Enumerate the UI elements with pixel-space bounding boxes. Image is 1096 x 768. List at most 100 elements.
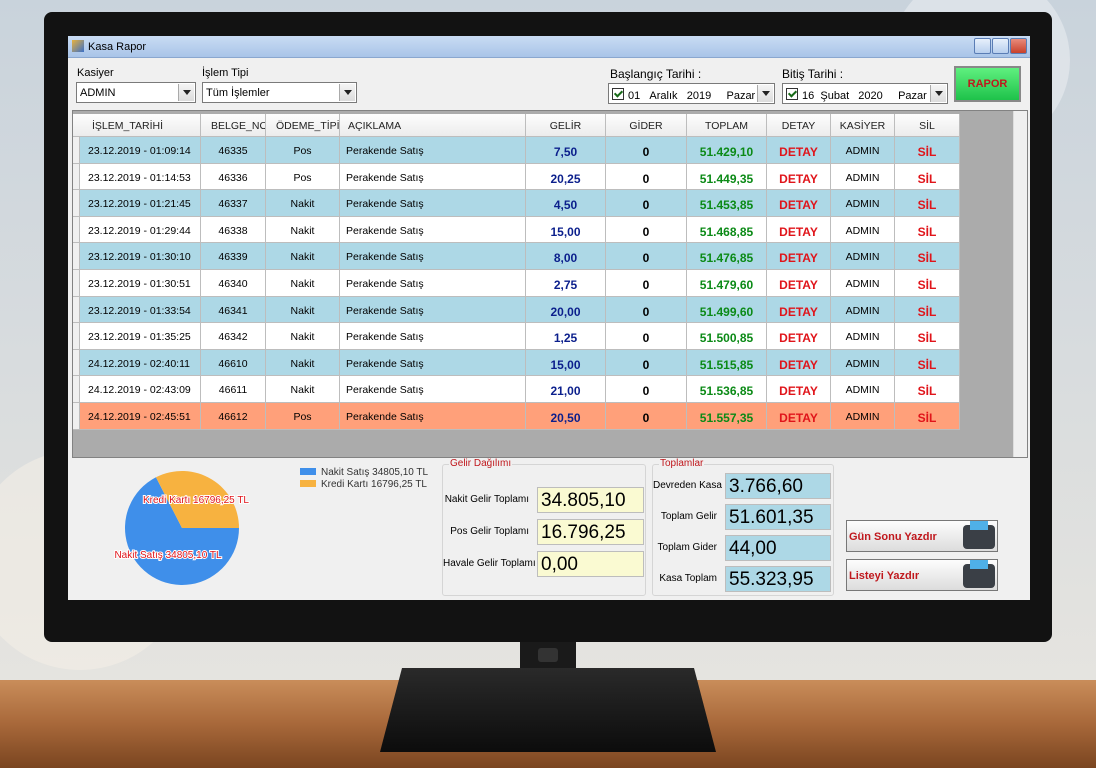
pie-label: Nakit Satış 34805,10 TL <box>114 550 222 561</box>
table-cell: 4,50 <box>526 190 606 217</box>
table-row[interactable]: 23.12.2019 - 01:29:44 46338 Nakit Perakende… <box>73 216 960 244</box>
table-cell: Perakende Satış <box>340 323 526 350</box>
listeyi-button[interactable]: Listeyi Yazdır <box>846 559 998 591</box>
table-row[interactable]: 23.12.2019 - 01:30:51 46340 Nakit Perakende… <box>73 270 960 297</box>
table-row[interactable]: 24.12.2019 - 02:43:09 46611 Nakit Perakende… <box>73 376 960 403</box>
table-cell[interactable]: DETAY <box>767 349 831 377</box>
field-value: 0,00 <box>537 551 644 577</box>
table-row[interactable]: 24.12.2019 - 02:45:51 46612 Pos Perakende S… <box>73 403 960 430</box>
table-cell: 46335 <box>201 137 266 164</box>
legend-label: Nakit Satış 34805,10 TL <box>321 467 429 478</box>
row-header <box>73 323 80 350</box>
table-cell: Nakit <box>266 216 340 244</box>
table-cell: 7,50 <box>526 137 606 164</box>
start-year: 2019 <box>686 90 712 102</box>
table-row[interactable]: 23.12.2019 - 01:14:53 46336 Pos Perakende S… <box>73 163 960 191</box>
table-cell: 20,00 <box>526 296 606 324</box>
table-cell: 46611 <box>201 376 266 403</box>
table-cell[interactable]: DETAY <box>767 190 831 217</box>
start-date-picker[interactable]: 01 Aralık 2019 Pazar <box>608 83 775 104</box>
row-header <box>73 163 80 191</box>
table-cell: Nakit <box>266 349 340 377</box>
button-text: Gün Sonu Yazdır <box>849 531 937 543</box>
column-header: BELGE_NO <box>201 114 266 137</box>
table-cell: 0 <box>606 137 687 164</box>
table-cell: 23.12.2019 - 01:30:10 <box>78 243 201 270</box>
table-cell[interactable]: DETAY <box>767 243 831 270</box>
table-cell: 15,00 <box>526 349 606 377</box>
rapor-button[interactable]: RAPOR <box>954 66 1021 102</box>
close-button[interactable] <box>1010 38 1027 54</box>
table-cell[interactable]: SİL <box>895 403 960 430</box>
table-cell[interactable]: SİL <box>895 376 960 403</box>
table-cell[interactable]: SİL <box>895 349 960 377</box>
combo-arrow[interactable] <box>178 84 194 101</box>
table-cell: 46337 <box>201 190 266 217</box>
table-cell: Nakit <box>266 376 340 403</box>
table-cell[interactable]: SİL <box>895 163 960 191</box>
table-cell: 0 <box>606 403 687 430</box>
table-cell: Pos <box>266 137 340 164</box>
table-cell: 0 <box>606 376 687 403</box>
table-cell[interactable]: DETAY <box>767 296 831 324</box>
table-cell[interactable]: DETAY <box>767 270 831 297</box>
table-cell[interactable]: DETAY <box>767 137 831 164</box>
minimize-button[interactable] <box>974 38 991 54</box>
table-cell[interactable]: DETAY <box>767 163 831 191</box>
row-header <box>73 349 80 377</box>
column-header: GELİR <box>526 114 606 137</box>
table-cell[interactable]: DETAY <box>767 376 831 403</box>
end-year: 2020 <box>858 90 883 102</box>
table-row[interactable]: 23.12.2019 - 01:35:25 46342 Nakit Perakende… <box>73 323 960 350</box>
row-header <box>73 403 80 430</box>
table-row[interactable]: 23.12.2019 - 01:21:45 46337 Nakit Perakende… <box>73 190 960 217</box>
table-cell[interactable]: SİL <box>895 296 960 324</box>
table-cell: 24.12.2019 - 02:43:09 <box>78 376 201 403</box>
end-label: Bitiş Tarihi : <box>782 67 844 81</box>
table-row[interactable]: 24.12.2019 - 02:40:11 46610 Nakit Perakende… <box>73 349 960 377</box>
row-header <box>73 137 80 164</box>
table-cell: Perakende Satış <box>340 163 526 191</box>
table-cell[interactable]: SİL <box>895 243 960 270</box>
maximize-button[interactable] <box>992 38 1009 54</box>
combo-arrow[interactable] <box>339 84 355 101</box>
table-cell[interactable]: SİL <box>895 323 960 350</box>
table-cell: 2,75 <box>526 270 606 297</box>
field-label: Toplam Gider <box>657 542 717 553</box>
data-grid: İŞLEM_TARİHİ BELGE_NO ÖDEME_TİPİ AÇIKLAMA GE… <box>72 110 1028 458</box>
gun-sonu-button[interactable]: Gün Sonu Yazdır <box>846 520 998 552</box>
window-title: Kasa Rapor <box>88 41 147 53</box>
table-cell: 46336 <box>201 163 266 191</box>
table-cell[interactable]: DETAY <box>767 216 831 244</box>
table-cell[interactable]: SİL <box>895 137 960 164</box>
table-cell: 21,00 <box>526 376 606 403</box>
start-label: Başlangıç Tarihi : <box>610 67 702 81</box>
table-cell: 0 <box>606 190 687 217</box>
end-date-picker[interactable]: 16 Şubat 2020 Pazar <box>782 83 948 104</box>
table-cell: Pos <box>266 163 340 191</box>
pie-chart: Nakit Satış 34805,10 TL Nakit Satış 34805… <box>113 467 429 585</box>
legend-swatch <box>300 468 316 475</box>
combo-arrow[interactable] <box>930 85 946 102</box>
checkbox[interactable] <box>786 88 798 100</box>
table-cell: Pos <box>266 403 340 430</box>
table-cell: 51.449,35 <box>687 163 767 191</box>
combo-arrow[interactable] <box>757 85 773 102</box>
table-cell[interactable]: SİL <box>895 190 960 217</box>
table-cell[interactable]: SİL <box>895 270 960 297</box>
checkbox[interactable] <box>612 88 624 100</box>
group-caption: Gelir Dağılımı <box>449 458 513 469</box>
table-cell[interactable]: SİL <box>895 216 960 244</box>
table-row[interactable]: 23.12.2019 - 01:30:10 46339 Nakit Perakende… <box>73 243 960 270</box>
column-header: DETAY <box>767 114 831 137</box>
table-cell[interactable]: DETAY <box>767 323 831 350</box>
table-cell: 0 <box>606 296 687 324</box>
table-row[interactable]: 23.12.2019 - 01:09:14 46335 Pos Perakende S… <box>73 137 960 164</box>
table-cell: 51.468,85 <box>687 216 767 244</box>
table-row[interactable]: 23.12.2019 - 01:33:54 46341 Nakit Perakende… <box>73 296 960 324</box>
vertical-scrollbar[interactable] <box>1013 111 1027 457</box>
islem-combo[interactable]: Tüm İşlemler <box>202 82 357 103</box>
table-cell[interactable]: DETAY <box>767 403 831 430</box>
table-cell: 46342 <box>201 323 266 350</box>
kasiyer-combo[interactable]: ADMIN <box>76 82 196 103</box>
